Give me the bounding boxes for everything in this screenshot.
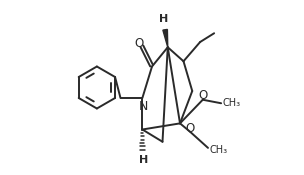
Text: O: O (186, 122, 195, 135)
Text: CH₃: CH₃ (210, 145, 228, 155)
Text: O: O (134, 37, 143, 50)
Text: H: H (159, 15, 168, 24)
Text: H: H (139, 155, 148, 164)
Polygon shape (163, 29, 168, 47)
Text: O: O (198, 89, 207, 102)
Text: N: N (138, 100, 148, 113)
Text: CH₃: CH₃ (223, 98, 241, 108)
